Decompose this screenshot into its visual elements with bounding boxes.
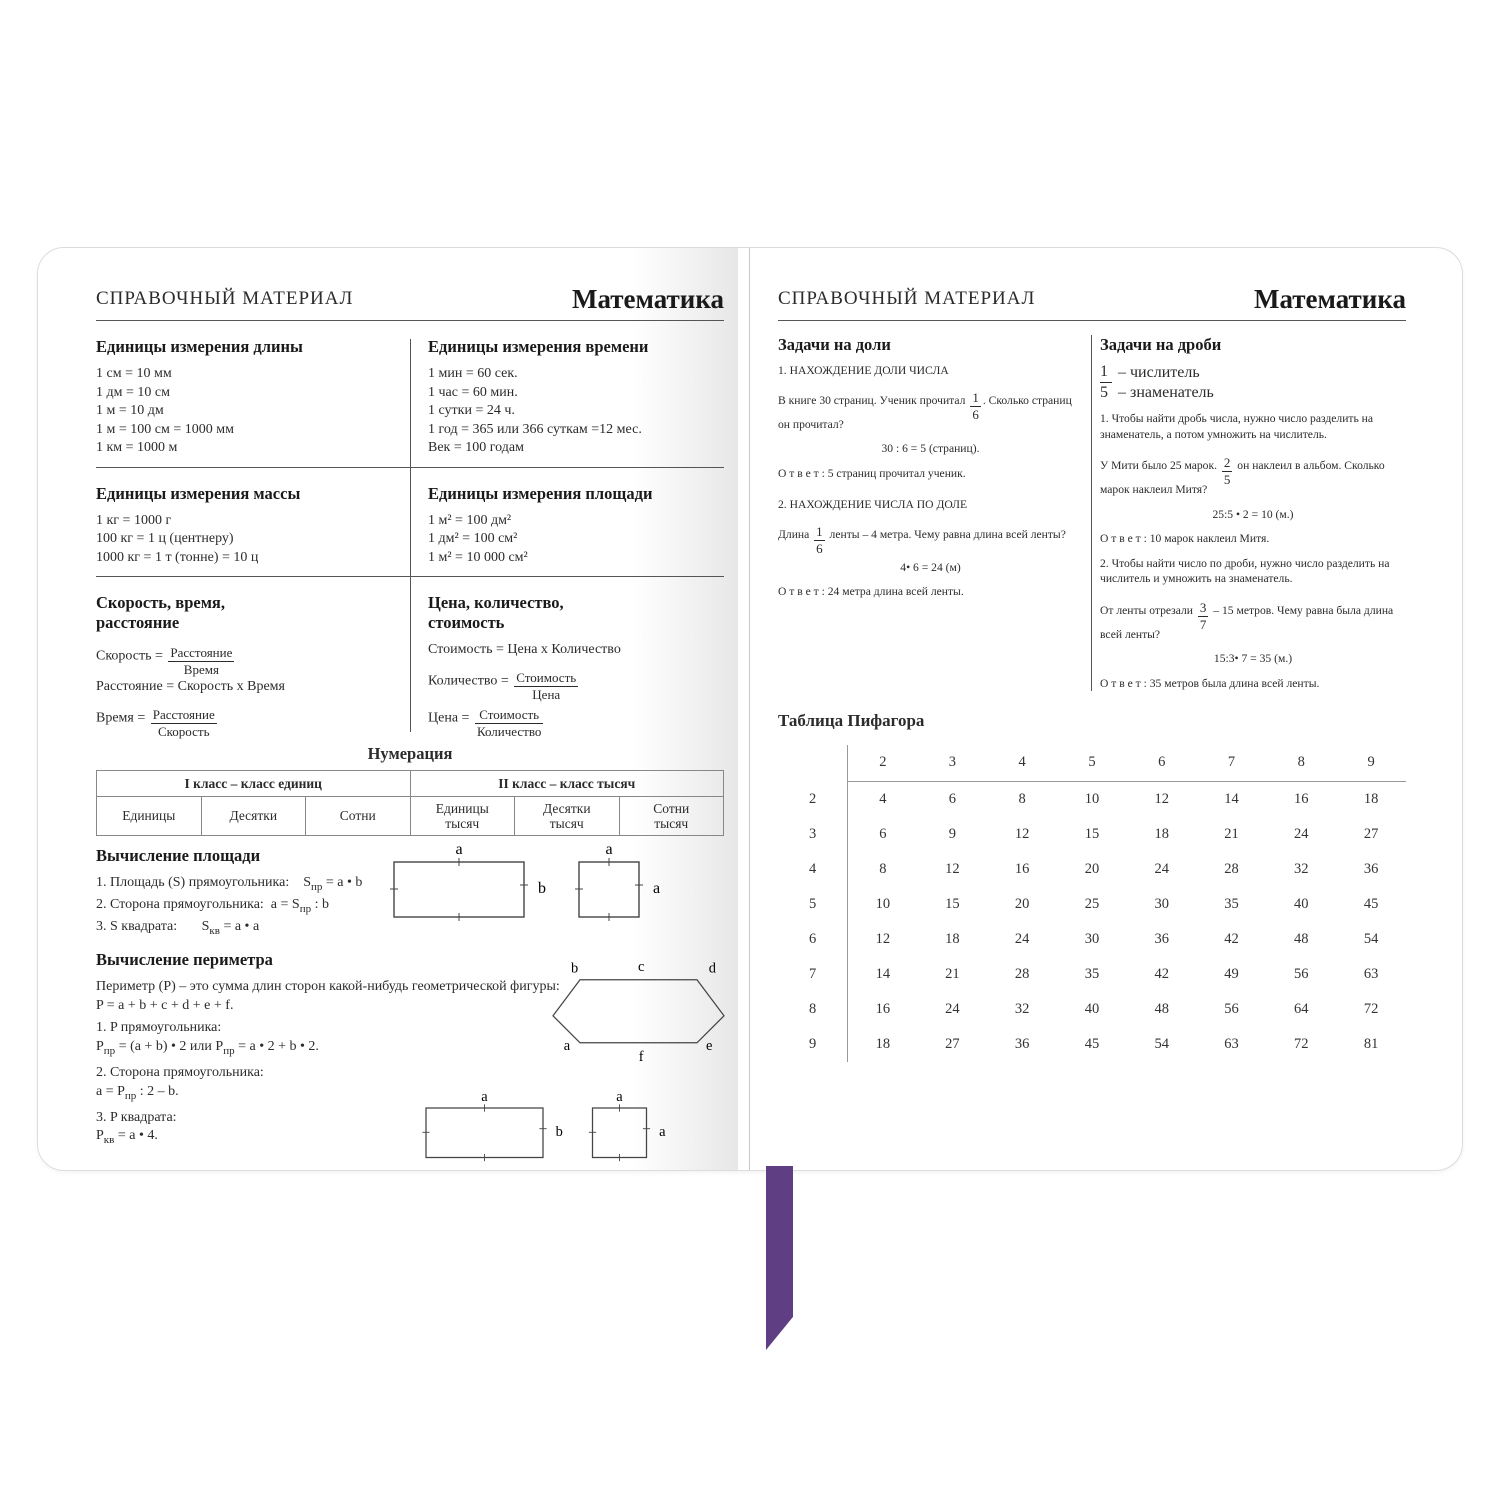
svg-text:b: b [556,1124,563,1140]
svg-text:e: e [706,1038,712,1054]
svg-text:a: a [455,842,462,858]
svg-text:a: a [659,1124,666,1140]
svg-text:d: d [709,961,717,977]
svg-text:b: b [538,880,546,897]
svg-text:b: b [571,961,578,977]
svg-text:a: a [653,880,660,897]
svg-text:a: a [605,842,612,858]
svg-text:a: a [481,1090,488,1105]
svg-text:a: a [616,1090,623,1105]
svg-text:a: a [564,1038,571,1054]
svg-text:f: f [639,1049,644,1065]
svg-text:c: c [638,960,644,975]
